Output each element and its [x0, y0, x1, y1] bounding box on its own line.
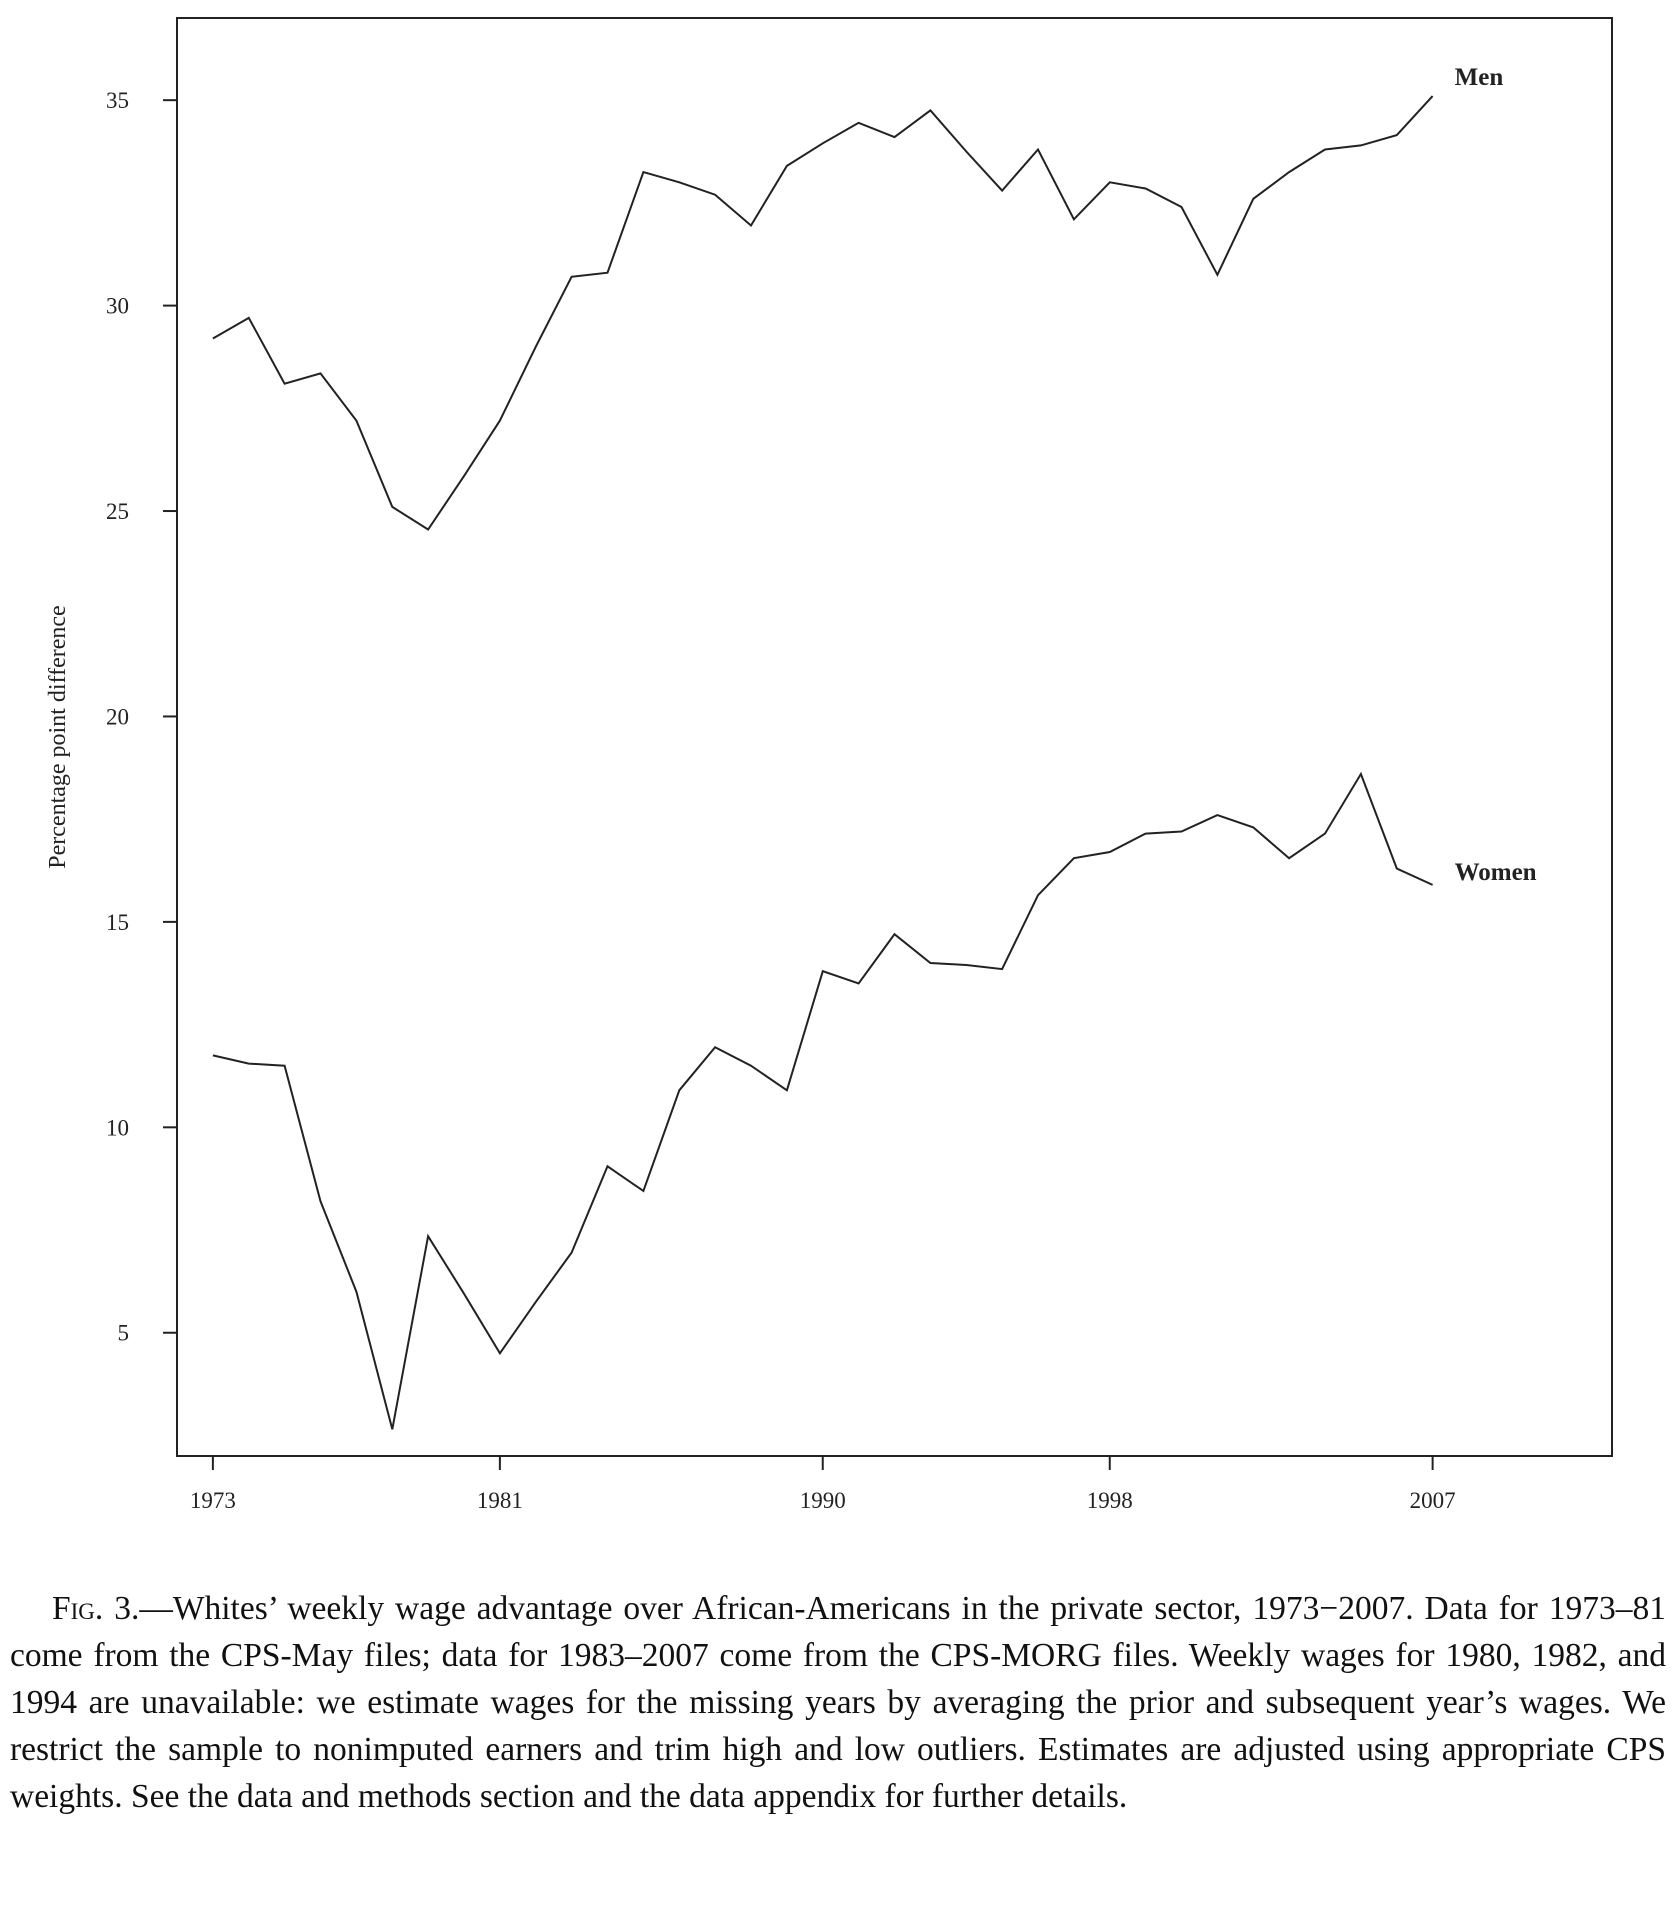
x-tick-label: 2007 [1410, 1488, 1456, 1513]
y-tick-label: 10 [106, 1115, 129, 1140]
y-tick-label: 25 [106, 499, 129, 524]
line-chart: 5 10 15 20 25 30 35 1973 1981 1990 1998 2007 Perce… [45, 17, 1613, 1513]
figure-label: Fig. 3. [52, 1590, 140, 1627]
y-axis: 5 10 15 20 25 30 35 [106, 88, 177, 1346]
y-axis-label: Percentage point difference [45, 605, 71, 868]
figure-caption: Fig. 3.—Whites’ weekly wage advantage ov… [10, 1585, 1666, 1820]
y-tick-label: 30 [106, 294, 129, 319]
y-tick-label: 15 [106, 910, 129, 935]
x-tick-label: 1998 [1087, 1488, 1133, 1513]
caption-text: —Whites’ weekly wage advantage over Afri… [10, 1590, 1666, 1815]
series-line-women [212, 771, 1434, 1430]
series-label-women: Women [1455, 859, 1537, 886]
y-tick-label: 5 [118, 1321, 130, 1346]
series-layer: Men Women [212, 64, 1537, 1430]
y-tick-label: 35 [106, 88, 129, 113]
series-line-men [212, 95, 1434, 531]
y-tick-label: 20 [106, 704, 129, 729]
series-label-men: Men [1455, 64, 1504, 91]
x-tick-label: 1990 [800, 1488, 846, 1513]
x-tick-label: 1973 [190, 1488, 236, 1513]
x-tick-label: 1981 [477, 1488, 523, 1513]
x-axis: 1973 1981 1990 1998 2007 [190, 1456, 1456, 1513]
plot-frame [176, 17, 1613, 1457]
